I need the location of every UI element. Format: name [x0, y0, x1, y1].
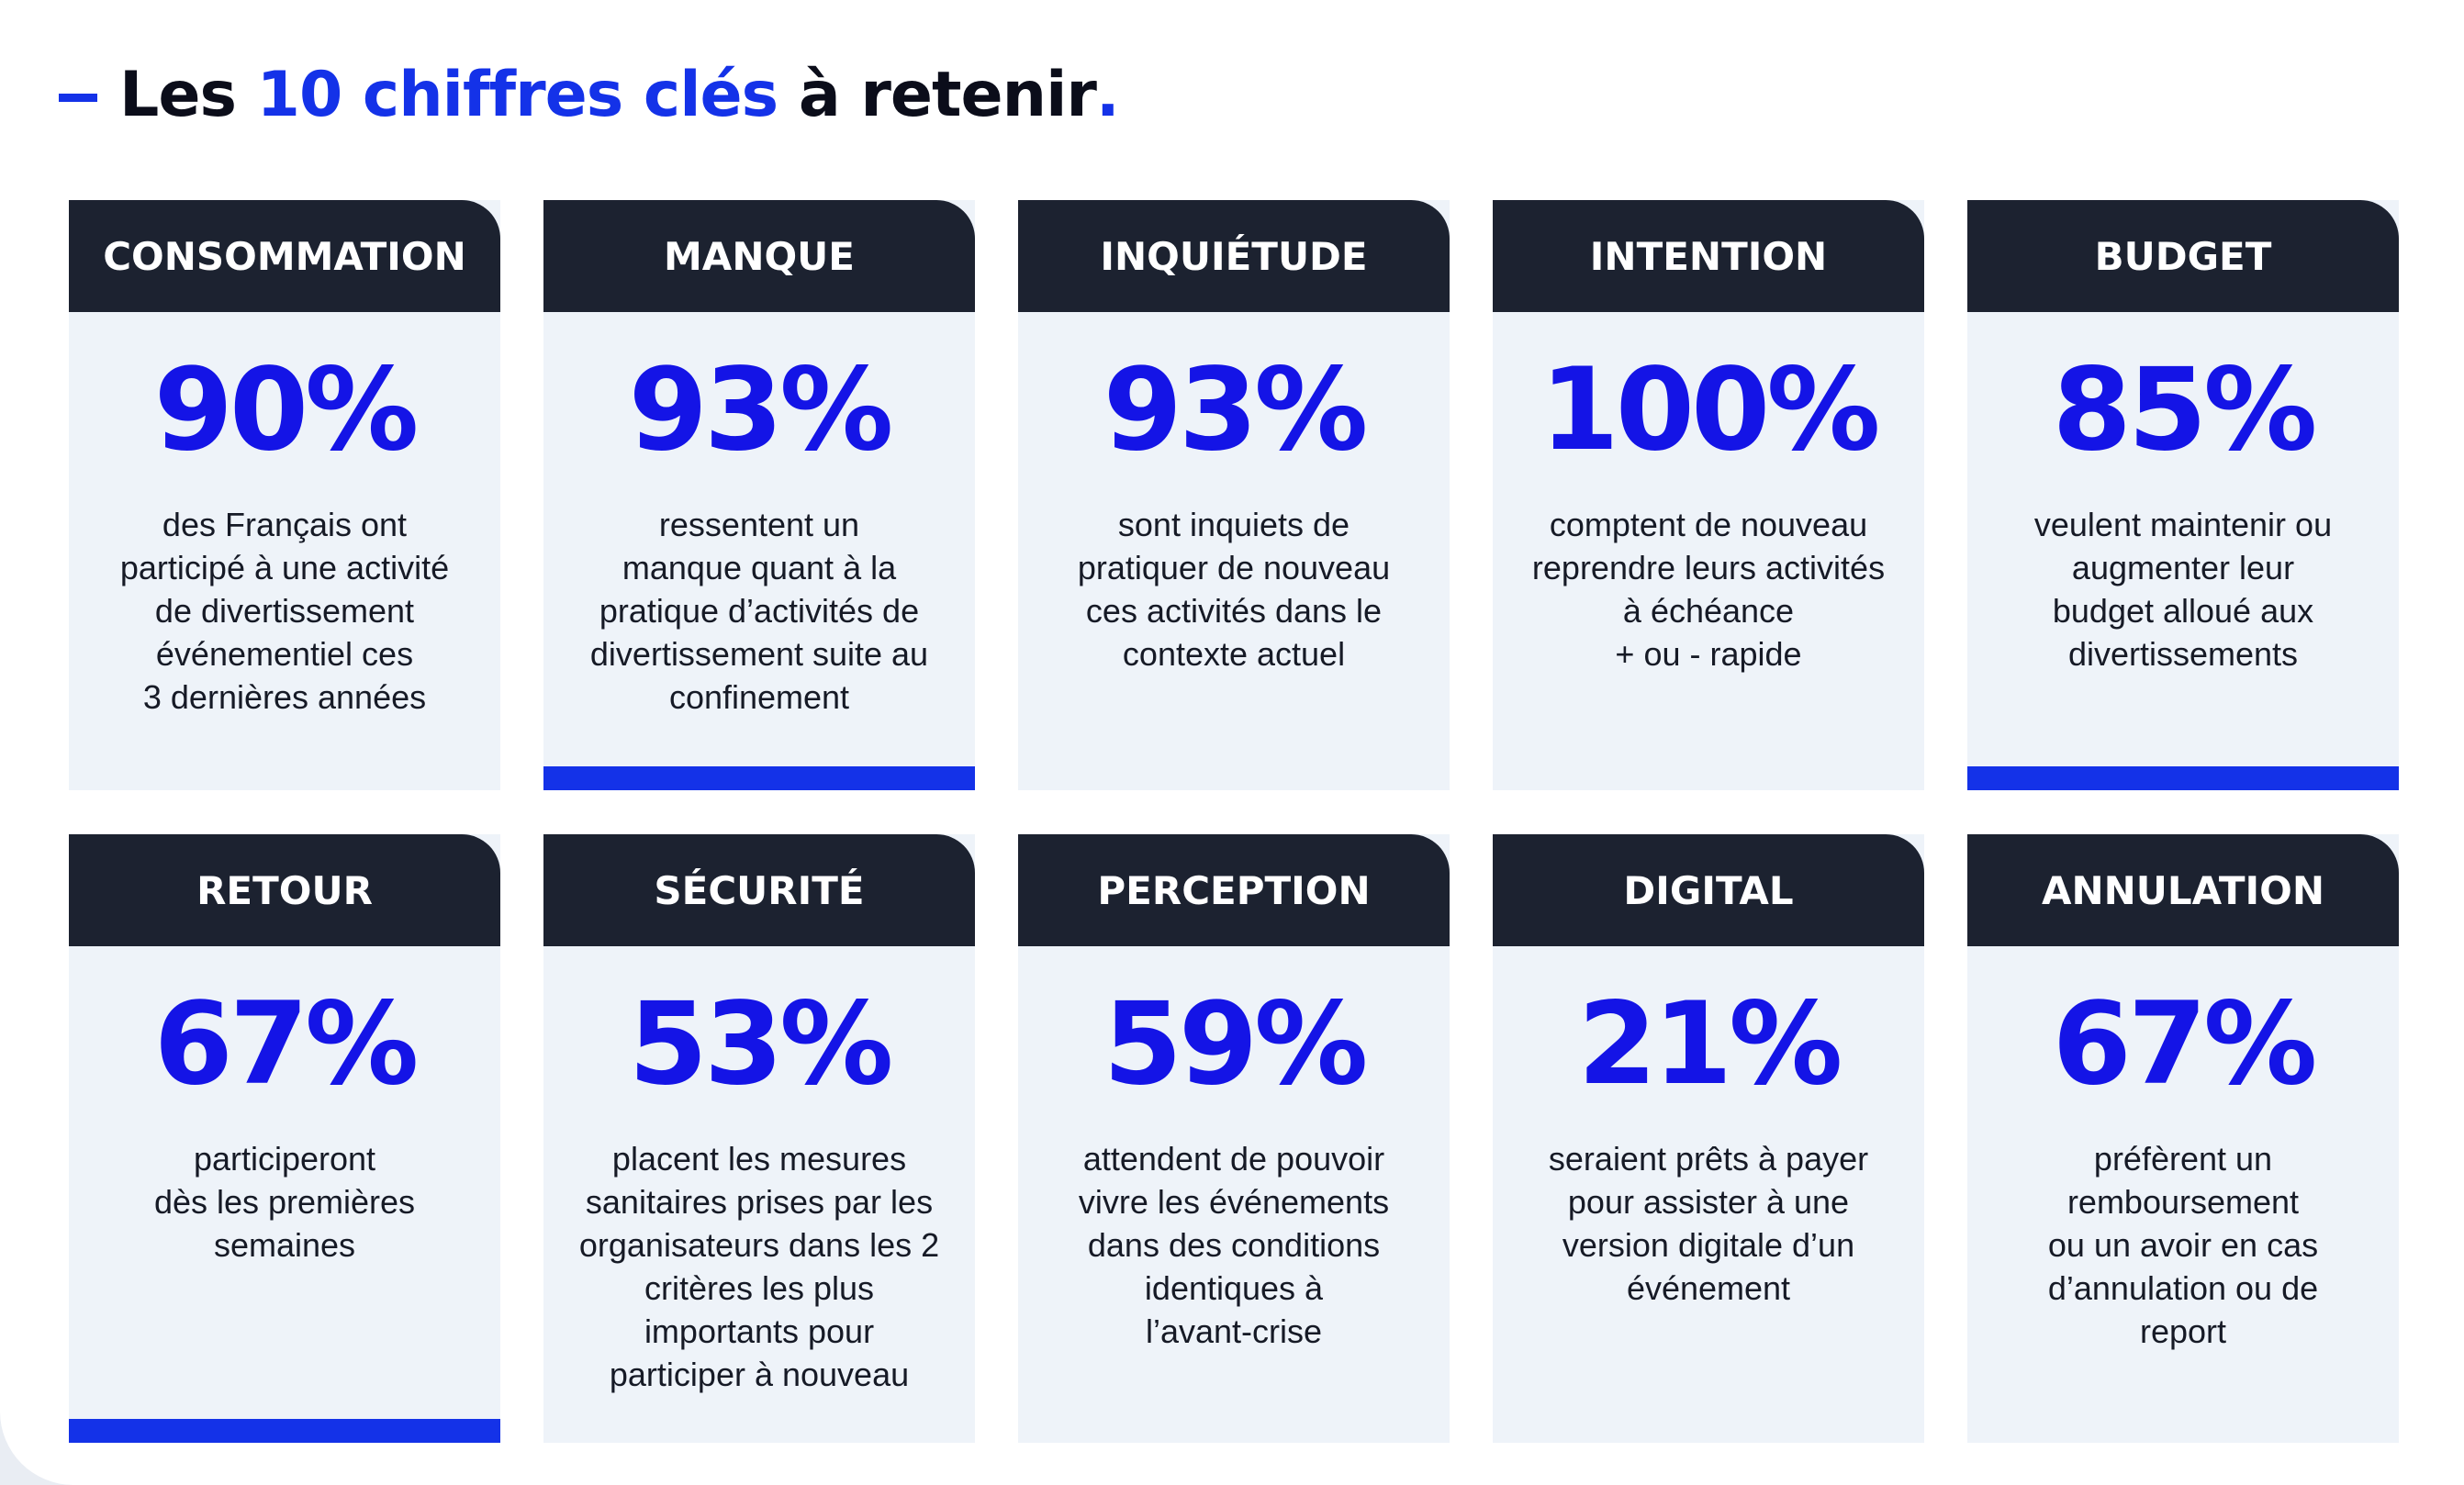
title-prefix: Les — [119, 58, 237, 131]
stat-card-perception: PERCEPTION 59% attendent de pouvoir vivr… — [1018, 834, 1450, 1443]
card-description: placent les mesures sanitaires prises pa… — [578, 1140, 940, 1393]
title-suffix: à retenir — [798, 58, 1097, 131]
card-value: 67% — [153, 978, 420, 1111]
key-figures-grid: CONSOMMATION 90% des Français ont partic… — [69, 200, 2399, 1443]
title-highlight: 10 chiffres clés — [256, 58, 779, 131]
card-accent-bar — [1967, 766, 2399, 790]
card-description: sont inquiets de pratiquer de nouveau ce… — [1077, 506, 1391, 673]
card-value: 21% — [1577, 978, 1843, 1111]
stat-card-consommation: CONSOMMATION 90% des Français ont partic… — [69, 200, 500, 790]
card-value: 53% — [628, 978, 894, 1111]
title-period: . — [1095, 58, 1120, 131]
card-label: DIGITAL — [1493, 834, 1924, 946]
card-label: ANNULATION — [1967, 834, 2399, 946]
card-label: CONSOMMATION — [69, 200, 500, 312]
stat-card-annulation: ANNULATION 67% préfèrent un remboursemen… — [1967, 834, 2399, 1443]
card-accent-bar — [69, 1419, 500, 1443]
card-value: 93% — [628, 344, 894, 476]
card-value: 59% — [1103, 978, 1369, 1111]
card-value: 67% — [2052, 978, 2318, 1111]
card-description: attendent de pouvoir vivre les événement… — [1078, 1140, 1390, 1350]
card-value: 85% — [2052, 344, 2318, 476]
card-label: SÉCURITÉ — [543, 834, 975, 946]
card-value: 93% — [1103, 344, 1369, 476]
card-description: comptent de nouveau reprendre leurs acti… — [1531, 506, 1886, 673]
card-description: des Français ont participé à une activit… — [119, 506, 450, 716]
card-label: MANQUE — [543, 200, 975, 312]
stat-card-budget: BUDGET 85% veulent maintenir ou augmente… — [1967, 200, 2399, 790]
card-label: RETOUR — [69, 834, 500, 946]
card-label: INQUIÉTUDE — [1018, 200, 1450, 312]
stat-card-intention: INTENTION 100% comptent de nouveau repre… — [1493, 200, 1924, 790]
card-label: INTENTION — [1493, 200, 1924, 312]
card-value: 90% — [153, 344, 420, 476]
card-accent-bar — [543, 766, 975, 790]
title-dash-mark — [59, 93, 97, 102]
stat-card-retour: RETOUR 67% participeront dès les premièr… — [69, 834, 500, 1443]
stat-card-inquietude: INQUIÉTUDE 93% sont inquiets de pratique… — [1018, 200, 1450, 790]
stat-card-securite: SÉCURITÉ 53% placent les mesures sanitai… — [543, 834, 975, 1443]
card-description: préfèrent un remboursement ou un avoir e… — [2047, 1140, 2319, 1350]
page-title: Les 10 chiffres clés à retenir. — [59, 53, 1120, 136]
card-label: BUDGET — [1967, 200, 2399, 312]
card-description: seraient prêts à payer pour assister à u… — [1548, 1140, 1869, 1307]
card-description: ressentent un manque quant à la pratique… — [589, 506, 929, 716]
stat-card-digital: DIGITAL 21% seraient prêts à payer pour … — [1493, 834, 1924, 1443]
card-description: participeront dès les premières semaines — [153, 1140, 416, 1264]
card-label: PERCEPTION — [1018, 834, 1450, 946]
stat-card-manque: MANQUE 93% ressentent un manque quant à … — [543, 200, 975, 790]
card-value: 100% — [1540, 344, 1880, 476]
card-description: veulent maintenir ou augmenter leur budg… — [2033, 506, 2333, 673]
